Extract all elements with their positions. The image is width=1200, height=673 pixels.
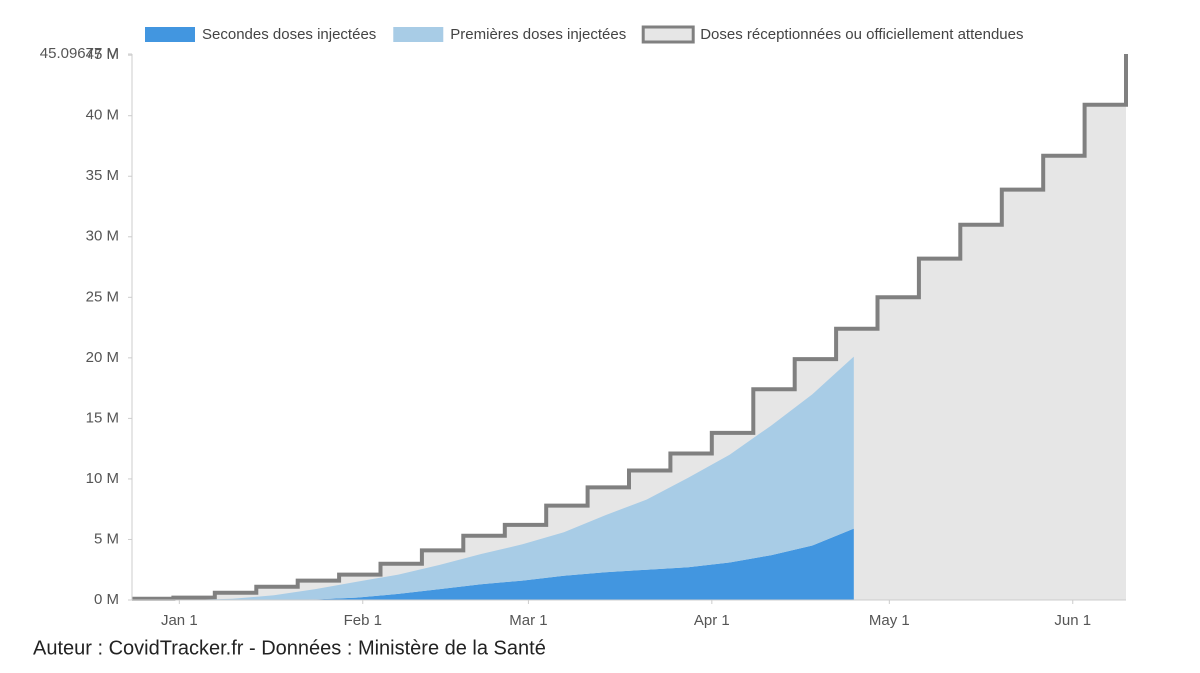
x-tick-label: Jan 1	[161, 612, 198, 629]
x-tick-label: Feb 1	[344, 612, 382, 629]
legend-label: Doses réceptionnées ou officiellement at…	[700, 26, 1023, 43]
y-tick-label: 10 M	[86, 470, 119, 487]
plot-area	[132, 54, 1128, 601]
received-area	[132, 54, 1126, 600]
y-tick-label: 30 M	[86, 228, 119, 245]
y-tick-label: 15 M	[86, 409, 119, 426]
y-tick-label: 45 M	[86, 46, 119, 63]
y-tick-label: 25 M	[86, 288, 119, 305]
area	[149, 356, 854, 600]
legend: Secondes doses injectées Premières doses …	[145, 25, 1023, 44]
legend-swatch	[145, 27, 195, 42]
legend-label: Premières doses injectées	[450, 26, 626, 43]
y-tick-label: 20 M	[86, 349, 119, 366]
area	[149, 528, 854, 600]
legend-swatch	[393, 27, 444, 42]
x-tick-label: Apr 1	[694, 612, 730, 629]
legend-swatch	[641, 25, 695, 44]
y-tick-label: 45.09677 M	[40, 45, 119, 62]
x-tick-label: Mar 1	[509, 612, 547, 629]
received-line	[132, 54, 1128, 601]
footer: Auteur : CovidTracker.fr - Données : Min…	[33, 637, 546, 659]
y-tick-label: 40 M	[86, 107, 119, 124]
y-tick-label: 35 M	[86, 167, 119, 184]
x-tick-label: May 1	[869, 612, 910, 629]
y-tick-label: 0 M	[94, 591, 119, 608]
axes: 0 M 5 M 10 M 15 M 20 M 25 M 30 M 35 M 40 M 45 M45…	[40, 45, 1126, 629]
y-tick-label: 5 M	[94, 530, 119, 547]
legend-label: Secondes doses injectées	[202, 26, 376, 43]
x-tick-label: Jun 1	[1054, 612, 1091, 629]
